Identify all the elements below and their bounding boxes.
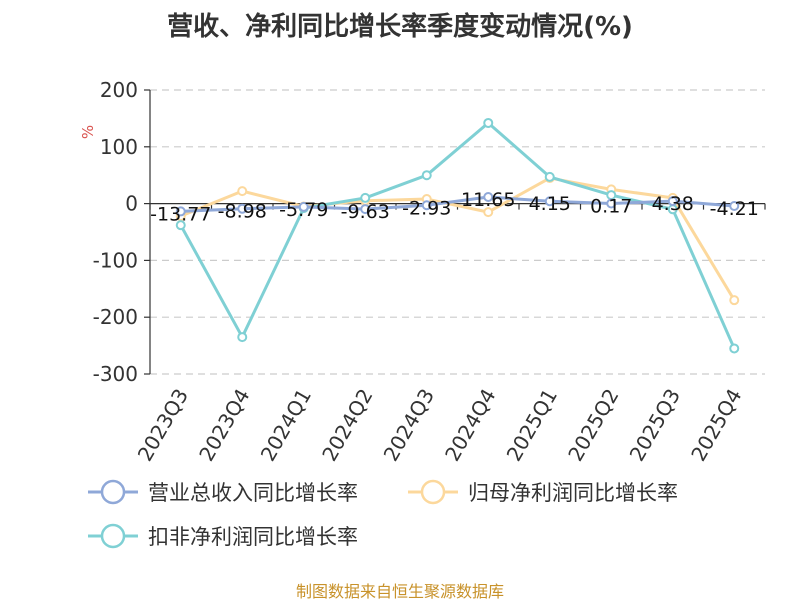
x-tick-label: 2025Q4 <box>686 385 746 466</box>
x-tick-label: 2025Q3 <box>625 385 685 466</box>
data-label: 11.65 <box>461 189 515 211</box>
y-axis-label: % <box>79 125 97 139</box>
data-point[interactable] <box>483 117 494 128</box>
data-point[interactable] <box>544 171 555 182</box>
legend-label: 归母净利润同比增长率 <box>468 481 678 505</box>
data-point[interactable] <box>237 203 248 214</box>
data-label: -5.79 <box>279 199 328 221</box>
data-point[interactable] <box>421 170 432 181</box>
series-line <box>180 195 735 213</box>
data-label: 0.17 <box>590 196 632 218</box>
legend-item[interactable]: 营业总收入同比增长率 <box>88 479 358 505</box>
data-point[interactable] <box>606 198 617 209</box>
x-tick-label: 2023Q4 <box>194 385 254 466</box>
legend-marker <box>100 479 126 505</box>
series-lines <box>175 117 740 354</box>
x-tick-label: 2023Q3 <box>133 385 193 466</box>
x-tick-label: 2024Q1 <box>256 385 316 466</box>
legend-label: 扣非净利润同比增长率 <box>148 525 358 549</box>
data-point[interactable] <box>175 220 186 231</box>
data-label: -9.63 <box>341 201 390 223</box>
x-tick-label: 2025Q1 <box>502 385 562 466</box>
data-label: -4.21 <box>710 198 759 220</box>
y-tick-label: -300 <box>93 362 138 386</box>
data-point[interactable] <box>237 186 248 197</box>
data-point[interactable] <box>729 295 740 306</box>
data-point[interactable] <box>729 200 740 211</box>
chart-title: 营收、净利同比增长率季度变动情况(%) <box>167 12 633 42</box>
y-tick-label: -100 <box>93 248 138 272</box>
y-tick-label: -200 <box>93 305 138 329</box>
data-label: 4.15 <box>529 193 571 215</box>
data-point[interactable] <box>544 196 555 207</box>
data-point[interactable] <box>483 191 494 202</box>
data-point[interactable] <box>360 204 371 215</box>
y-tick-label: 100 <box>100 135 138 159</box>
data-point[interactable] <box>667 196 678 207</box>
data-point[interactable] <box>175 206 186 217</box>
legend-marker <box>420 479 446 505</box>
y-tick-label: 200 <box>100 78 138 102</box>
legend-item[interactable]: 扣非净利润同比增长率 <box>88 523 358 549</box>
data-label: -8.98 <box>218 201 267 223</box>
data-point[interactable] <box>237 332 248 343</box>
data-label: 4.38 <box>652 193 694 215</box>
legend-label: 营业总收入同比增长率 <box>148 481 358 505</box>
x-tick-label: 2024Q3 <box>379 385 439 466</box>
chart-source: 制图数据来自恒生聚源数据库 <box>295 582 504 601</box>
grid-lines <box>150 89 765 375</box>
x-tick-label: 2024Q4 <box>440 385 500 466</box>
data-point[interactable] <box>421 200 432 211</box>
data-point[interactable] <box>360 192 371 203</box>
series-line <box>180 176 736 301</box>
data-label: -13.77 <box>150 203 211 225</box>
data-point[interactable] <box>729 343 740 354</box>
data-point[interactable] <box>483 207 494 218</box>
data-label: -2.93 <box>402 197 451 219</box>
x-tick-label: 2025Q2 <box>563 385 623 466</box>
series-line <box>179 121 736 350</box>
data-labels: -13.77 -8.98 -5.79 -9.63 -2.93 11.65 4.15 0.17 4… <box>150 189 759 225</box>
x-tick-label: 2024Q2 <box>317 385 377 466</box>
data-point[interactable] <box>298 201 309 212</box>
y-tick-label: 0 <box>125 192 138 216</box>
legend-item[interactable]: 归母净利润同比增长率 <box>408 479 678 505</box>
legend-marker <box>100 523 126 549</box>
